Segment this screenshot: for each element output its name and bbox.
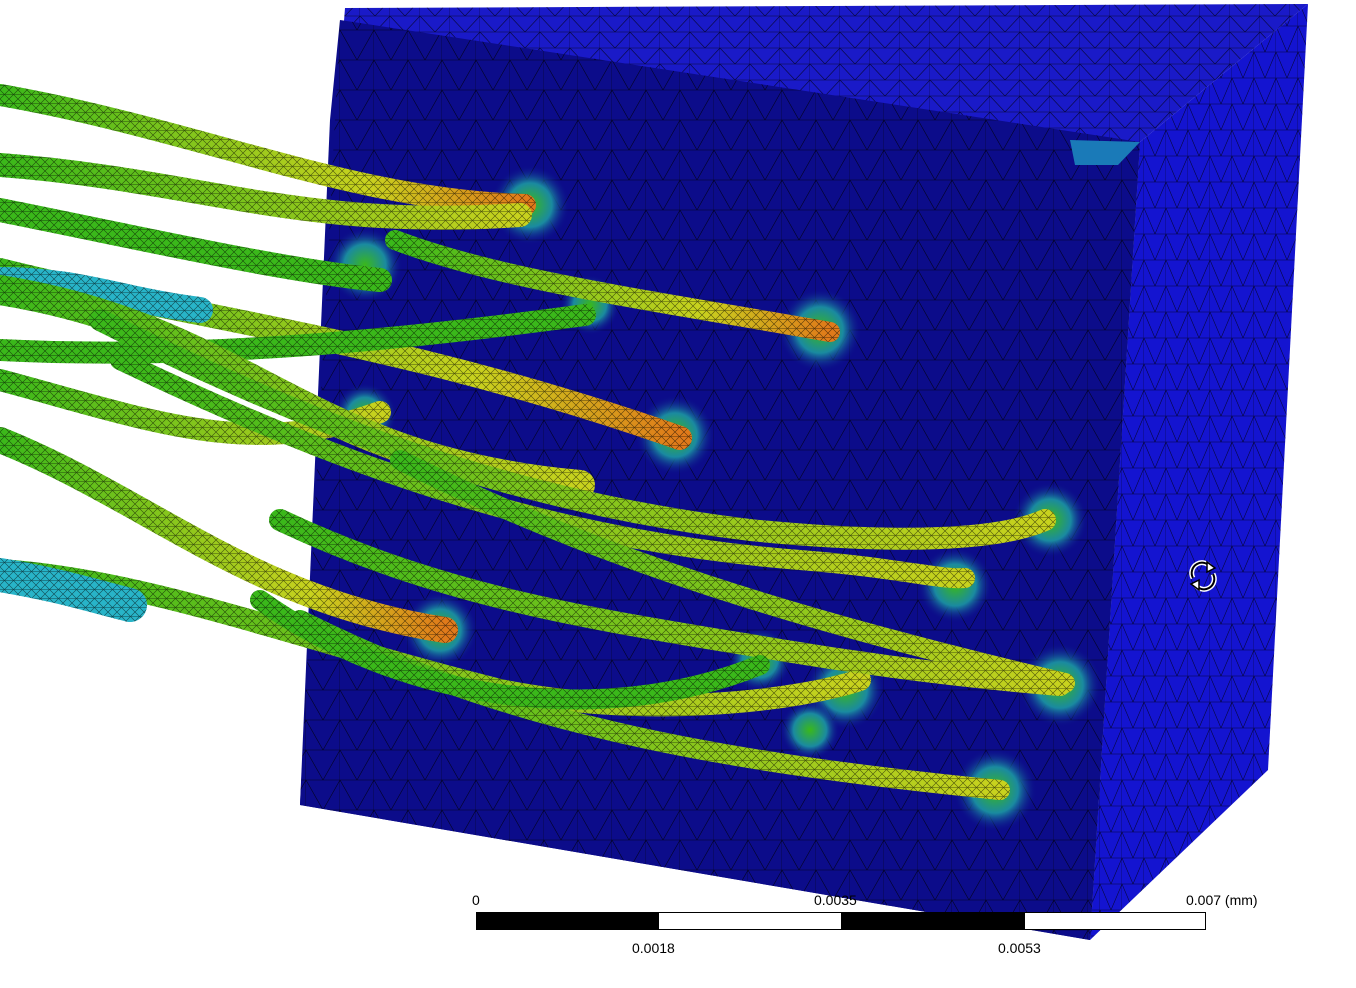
rotate-icon — [1183, 556, 1223, 596]
fiber-17 — [250, 590, 770, 710]
fibers — [0, 84, 1075, 800]
fiber-3 — [0, 198, 392, 292]
fiber-18 — [390, 450, 1075, 693]
fiber-12 — [0, 427, 458, 643]
scale-label-q1: 0.0018 — [632, 940, 675, 956]
fiber-1 — [0, 84, 536, 216]
fiber-15 — [269, 509, 1071, 696]
scale-label-mid: 0.0035 — [814, 892, 857, 908]
scale-label-q3: 0.0053 — [998, 940, 1041, 956]
fiber-14 — [0, 558, 147, 622]
scale-label-end: 0.007 (mm) — [1186, 892, 1258, 908]
fiber-7 — [0, 304, 596, 364]
scale-label-0: 0 — [472, 892, 480, 908]
scale-bar: 0 0.0035 0.007 (mm) 0.0018 0.0053 — [470, 890, 1258, 970]
scale-segment-3 — [841, 913, 1025, 929]
block-side-face — [1090, 4, 1308, 940]
scale-bar-track — [476, 912, 1206, 930]
scale-segment-1 — [477, 913, 659, 929]
fiber-2 — [0, 153, 532, 230]
fiber-4 — [385, 230, 840, 342]
fiber-11 — [110, 350, 975, 589]
fiber-10 — [89, 309, 1056, 550]
